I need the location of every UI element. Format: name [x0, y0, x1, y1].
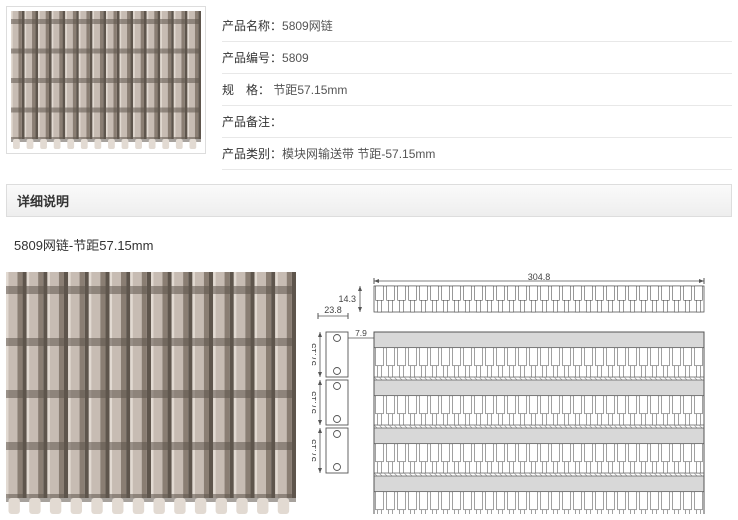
info-value-spec: 节距57.15mm: [270, 83, 347, 97]
info-row-category: 产品类别：模块网输送带 节距-57.15mm: [222, 138, 732, 170]
detail-title: 5809网链-节距57.15mm: [14, 235, 732, 254]
info-label-category: 产品类别：: [222, 147, 282, 161]
thumbnail-svg: [11, 11, 201, 149]
info-value-code: 5809: [282, 51, 309, 65]
info-row-name: 产品名称：5809网链: [222, 10, 732, 42]
large-product-photo: [6, 272, 296, 514]
detail-images: 304.8 14.323.8 57.15 7.9 57.15 57.15: [6, 272, 732, 514]
info-row-spec: 规 格： 节距57.15mm: [222, 74, 732, 106]
product-thumbnail: [6, 6, 206, 154]
svg-text:57.15: 57.15: [312, 439, 318, 462]
svg-text:57.15: 57.15: [312, 343, 318, 366]
svg-text:7.9: 7.9: [355, 328, 367, 338]
detail-section-header: 详细说明: [6, 184, 732, 217]
info-label-note: 产品备注：: [222, 115, 282, 129]
large-photo-svg: [6, 272, 296, 514]
technical-diagram: 304.8 14.323.8 57.15 7.9 57.15 57.15: [312, 272, 732, 514]
svg-text:304.8: 304.8: [528, 272, 551, 282]
info-label-code: 产品编号：: [222, 51, 282, 65]
product-info-list: 产品名称：5809网链 产品编号：5809 规 格： 节距57.15mm 产品备…: [222, 6, 732, 170]
svg-text:57.15: 57.15: [312, 391, 318, 414]
info-row-note: 产品备注：: [222, 106, 732, 138]
svg-text:14.3: 14.3: [338, 294, 356, 304]
info-row-code: 产品编号：5809: [222, 42, 732, 74]
info-value-category: 模块网输送带 节距-57.15mm: [282, 147, 435, 161]
info-label-name: 产品名称：: [222, 19, 282, 33]
info-label-spec: 规 格：: [222, 83, 270, 97]
product-header: 产品名称：5809网链 产品编号：5809 规 格： 节距57.15mm 产品备…: [6, 6, 732, 170]
diagram-svg: 304.8 14.323.8 57.15 7.9 57.15 57.15: [312, 272, 722, 514]
svg-text:23.8: 23.8: [324, 305, 342, 315]
info-value-name: 5809网链: [282, 19, 333, 33]
